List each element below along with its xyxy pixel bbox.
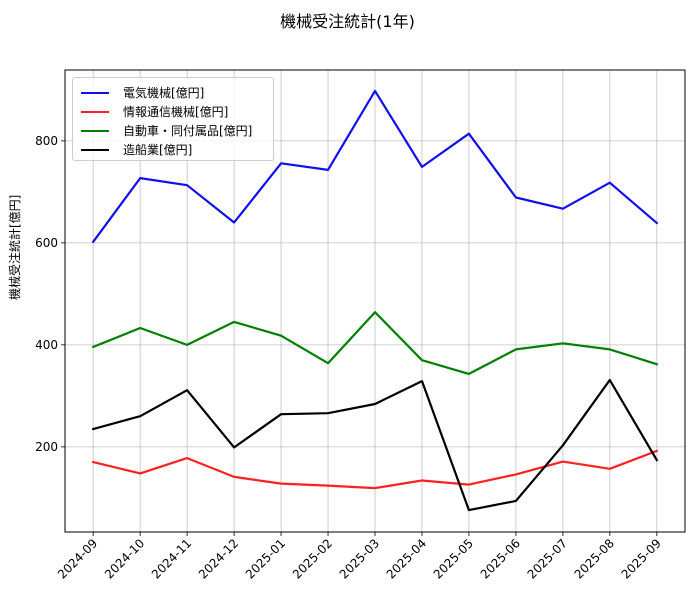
legend-item-auto: 自動車・同付属品[億円]: [81, 121, 273, 140]
x-tick-label: 2025-09: [619, 536, 664, 581]
x-tick-label: 2024-09: [55, 536, 100, 581]
x-tick-label: 2025-05: [431, 536, 476, 581]
legend-swatch-auto: [81, 129, 109, 132]
y-tick-label: 200: [35, 440, 58, 454]
x-tick-label: 2025-08: [572, 536, 617, 581]
x-tick-label: 2025-07: [525, 536, 570, 581]
series-line-3: [91, 378, 659, 512]
legend-swatch-electric: [81, 91, 109, 94]
legend-swatch-shipbuilding: [81, 148, 109, 151]
data-lines: [91, 89, 659, 512]
legend-swatch-ict: [81, 110, 109, 113]
legend-label: 造船業[億円]: [123, 143, 193, 157]
legend-item-electric: 電気機械[億円]: [81, 83, 273, 102]
x-tick-label: 2024-12: [196, 536, 241, 581]
chart-title: 機械受注統計(1年): [280, 12, 415, 31]
y-tick-label: 800: [35, 134, 58, 148]
x-tick-label: 2025-02: [290, 536, 335, 581]
series-line-0: [91, 89, 659, 244]
x-tick-label: 2025-03: [337, 536, 382, 581]
series-line-1: [91, 449, 659, 490]
x-tick-label: 2024-11: [149, 536, 194, 581]
legend-label: 自動車・同付属品[億円]: [123, 124, 253, 138]
y-tick-label: 600: [35, 236, 58, 250]
legend-label: 電気機械[億円]: [123, 86, 205, 100]
legend-item-shipbuilding: 造船業[億円]: [81, 140, 273, 159]
series-line-2: [91, 311, 659, 375]
y-axis-ticks: 200 400 600 800: [35, 134, 65, 454]
legend: 電気機械[億円] 情報通信機械[億円] 自動車・同付属品[億円] 造船業[億円]: [72, 77, 274, 161]
legend-label: 情報通信機械[億円]: [123, 105, 229, 119]
legend-item-ict: 情報通信機械[億円]: [81, 102, 273, 121]
y-tick-label: 400: [35, 338, 58, 352]
x-tick-label: 2025-01: [243, 536, 288, 581]
x-tick-label: 2025-06: [478, 536, 523, 581]
x-tick-label: 2024-10: [102, 536, 147, 581]
x-tick-label: 2025-04: [384, 536, 429, 581]
x-axis-ticks: 2024-09 2024-10 2024-11 2024-12 2025-01 2025-…: [55, 532, 664, 582]
